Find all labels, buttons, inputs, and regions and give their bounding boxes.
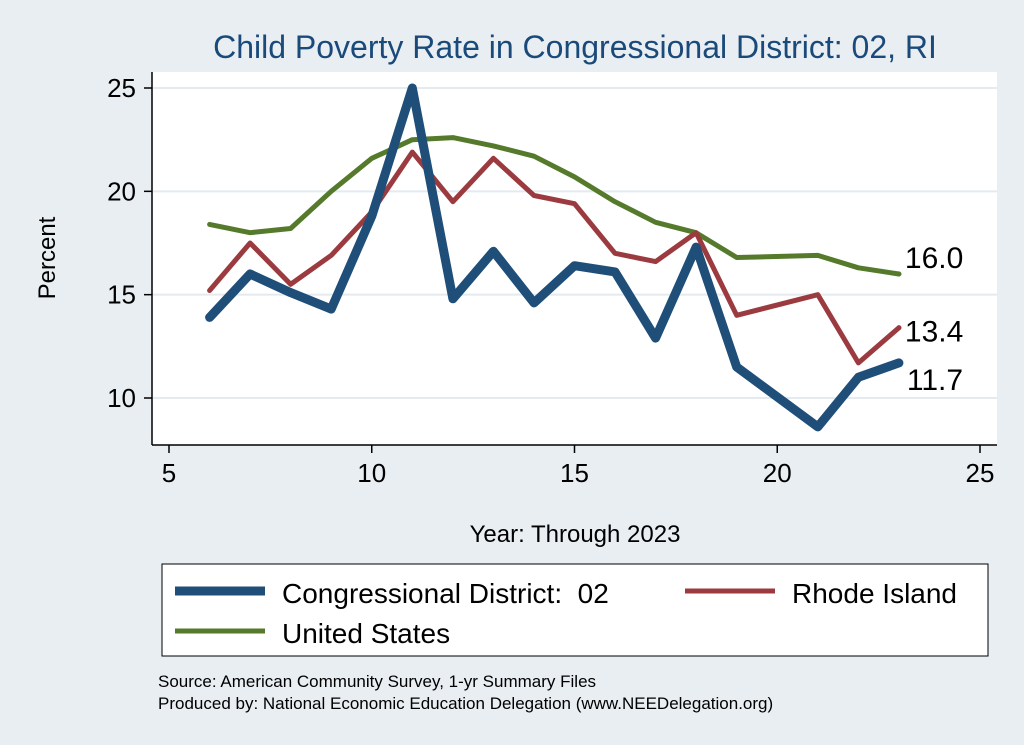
end-label-ri: 13.4	[905, 316, 963, 349]
tick-layer: 10 15 20 25 5 10 15 20 25	[107, 73, 994, 488]
x-tick-label-10: 10	[357, 458, 386, 488]
series-line-ri	[207, 149, 902, 366]
x-axis-label: Year: Through 2023	[470, 521, 681, 548]
y-tick-label-10: 10	[107, 383, 136, 413]
end-label-us: 16.0	[905, 242, 963, 275]
series-end-point-ri	[896, 325, 902, 331]
x-tick-label-15: 15	[560, 458, 589, 488]
y-tick-label-15: 15	[107, 280, 136, 310]
plot-area	[152, 72, 997, 445]
end-label-layer: 11.7 13.4 16.0	[905, 242, 963, 397]
x-tick-label-20: 20	[763, 458, 792, 488]
series-end-point-cd02	[896, 360, 902, 366]
series-layer	[205, 83, 904, 432]
chart-title: Child Poverty Rate in Congressional Dist…	[213, 29, 937, 65]
x-tick-label-5: 5	[162, 458, 176, 488]
y-tick-label-20: 20	[107, 176, 136, 206]
legend-label-ri: Rhode Island	[792, 578, 957, 609]
series-line-us	[207, 135, 902, 277]
y-axis-label: Percent	[34, 216, 61, 299]
end-label-cd02: 11.7	[907, 364, 963, 397]
produced-by-note: Produced by: National Economic Education…	[158, 694, 773, 713]
legend-label-cd02: Congressional District: 02	[282, 578, 609, 609]
legend-label-us: United States	[282, 618, 450, 649]
legend: Congressional District: 02 Rhode Island …	[161, 563, 989, 657]
series-line-cd02	[205, 83, 904, 432]
source-note: Source: American Community Survey, 1-yr …	[158, 672, 596, 691]
legend-box	[161, 563, 989, 657]
x-tick-label-25: 25	[966, 458, 995, 488]
series-end-point-us	[896, 271, 902, 277]
y-tick-label-25: 25	[107, 73, 136, 103]
